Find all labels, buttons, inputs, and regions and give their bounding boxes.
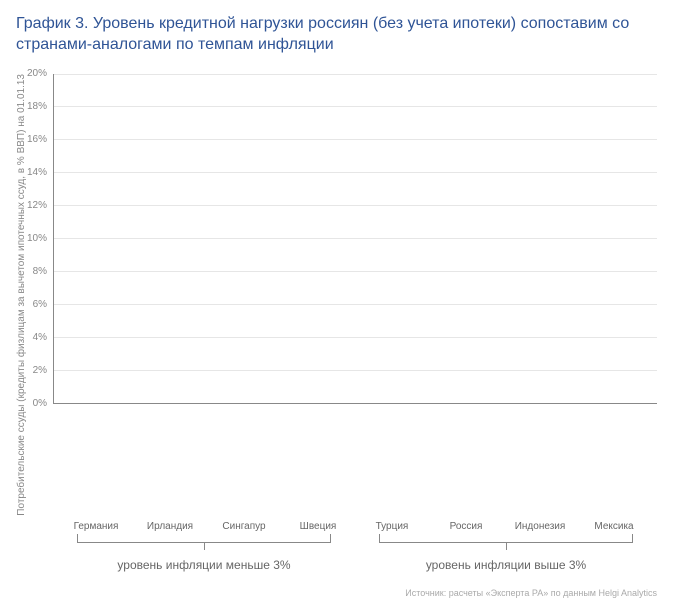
x-axis-labels: ГерманияИрландияСингапурШвецияТурцияРосс… bbox=[53, 515, 657, 532]
xaxis-row: ГерманияИрландияСингапурШвецияТурцияРосс… bbox=[16, 515, 657, 532]
chart-title: График 3. Уровень кредитной нагрузки рос… bbox=[16, 14, 657, 56]
grid-line bbox=[54, 106, 657, 107]
x-tick-label: Турция bbox=[355, 515, 429, 532]
group-labels-row: уровень инфляции меньше 3%уровень инфляц… bbox=[16, 556, 657, 572]
x-tick-label: Германия bbox=[59, 515, 133, 532]
group-bracket bbox=[355, 532, 657, 556]
x-tick-label: Ирландия bbox=[133, 515, 207, 532]
y-axis-label: Потребительские ссуды (кредиты физлицам … bbox=[16, 74, 27, 516]
grid-line bbox=[54, 271, 657, 272]
group-bracket bbox=[53, 532, 355, 556]
y-axis-ticks: 20%18%16%14%12%10%8%6%4%2%0% bbox=[27, 74, 53, 404]
x-tick-label: Швеция bbox=[281, 515, 355, 532]
group-label: уровень инфляции выше 3% bbox=[355, 556, 657, 572]
grid-line bbox=[54, 172, 657, 173]
grid-line bbox=[54, 238, 657, 239]
plot-area bbox=[53, 74, 657, 404]
grid-line bbox=[54, 74, 657, 75]
group-brackets bbox=[53, 532, 657, 556]
grid-line bbox=[54, 304, 657, 305]
group-labels: уровень инфляции меньше 3%уровень инфляц… bbox=[53, 556, 657, 572]
grid-line bbox=[54, 205, 657, 206]
grid-line bbox=[54, 337, 657, 338]
plot-row: Потребительские ссуды (кредиты физлицам … bbox=[16, 74, 657, 516]
source-text: Источник: расчеты «Эксперта РА» по данны… bbox=[16, 588, 657, 598]
grid-line bbox=[54, 139, 657, 140]
x-tick-label: Сингапур bbox=[207, 515, 281, 532]
brackets-row-wrap bbox=[16, 532, 657, 556]
y-axis-label-text: Потребительские ссуды (кредиты физлицам … bbox=[16, 74, 27, 516]
x-tick-label: Россия bbox=[429, 515, 503, 532]
x-tick-label: Индонезия bbox=[503, 515, 577, 532]
grid-line bbox=[54, 370, 657, 371]
group-label: уровень инфляции меньше 3% bbox=[53, 556, 355, 572]
x-tick-label: Мексика bbox=[577, 515, 651, 532]
chart-container: График 3. Уровень кредитной нагрузки рос… bbox=[0, 0, 673, 608]
